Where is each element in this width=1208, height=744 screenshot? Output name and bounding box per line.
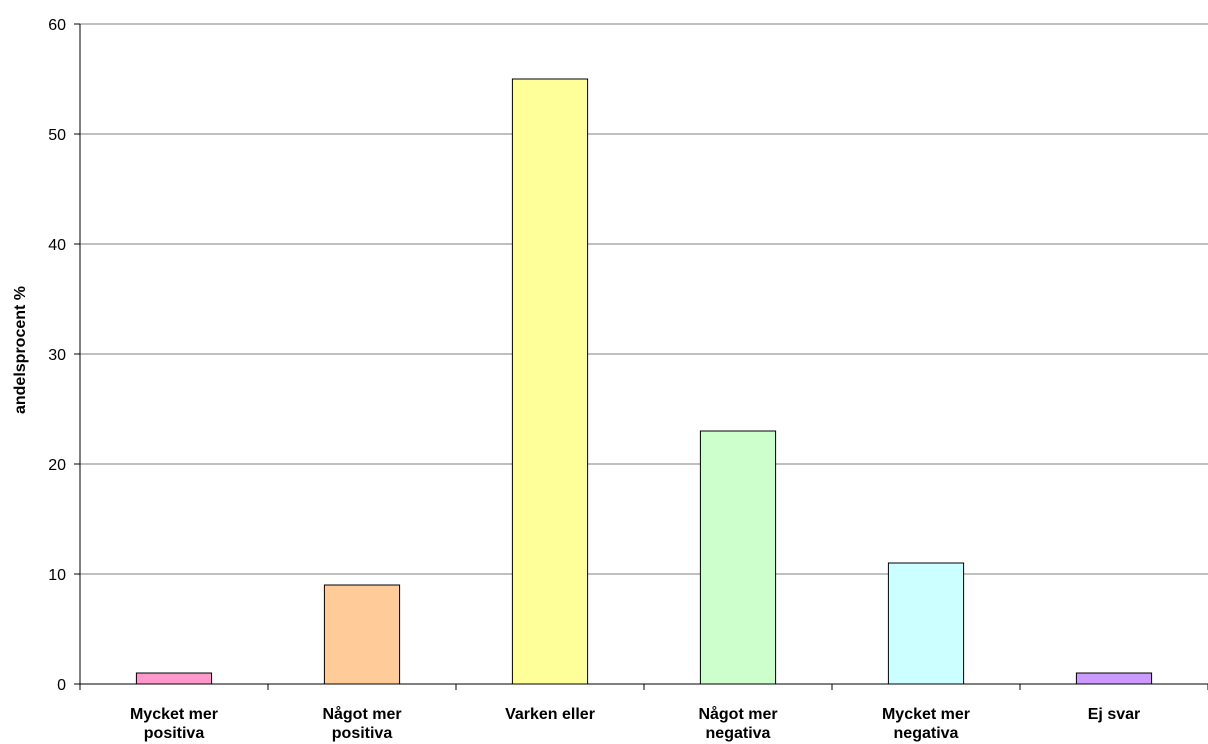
x-category-label: Varken eller (505, 706, 595, 723)
bar (511, 78, 589, 685)
y-tick-label: 60 (48, 17, 66, 34)
x-category-label: Mycket mer positiva (130, 706, 218, 742)
bar (699, 430, 777, 685)
bars (135, 78, 1153, 685)
x-category-label: Mycket mer negativa (882, 706, 970, 742)
x-category-label: Ej svar (1088, 706, 1140, 723)
x-category-label: Något mer negativa (698, 705, 777, 742)
y-tick-labels: 0 10 20 30 40 50 60 (48, 17, 66, 694)
y-tick-label: 10 (48, 567, 66, 584)
axes (74, 23, 1208, 690)
x-category-labels: Mycket mer positiva Något mer positiva Varke… (130, 705, 1140, 742)
y-tick-label: 40 (48, 237, 66, 254)
y-tick-label: 50 (48, 127, 66, 144)
bar (887, 562, 965, 685)
bar (135, 672, 213, 685)
x-category-label: Något mer positiva (322, 705, 401, 742)
bar (1075, 672, 1153, 685)
gridlines (80, 23, 1208, 575)
bar (323, 584, 401, 685)
y-tick-label: 30 (48, 347, 66, 364)
y-axis-label: andelsprocent % (12, 286, 29, 414)
y-tick-label: 20 (48, 457, 66, 474)
y-tick-label: 0 (57, 677, 66, 694)
